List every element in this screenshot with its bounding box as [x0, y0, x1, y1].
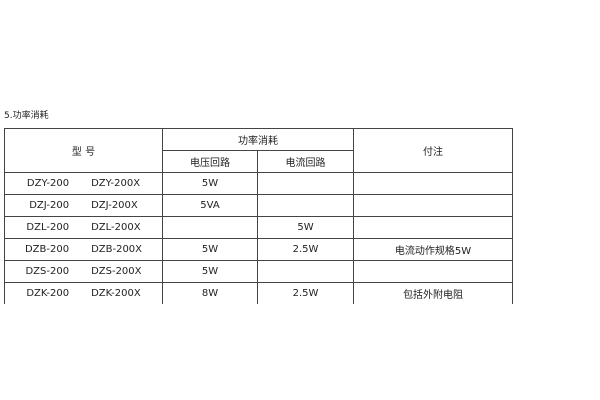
- current-cell: 5W: [257, 216, 354, 239]
- note-cell: 包括外附电阻: [353, 282, 513, 304]
- current-cell: [257, 260, 354, 283]
- note-cell: [353, 216, 513, 239]
- model-b: DZB-200X: [91, 244, 143, 255]
- note-cell: [353, 194, 513, 217]
- note-cell: 电流动作规格5W: [353, 238, 513, 261]
- table-row: DZB-200 DZB-200X 5W 2.5W 电流动作规格5W: [4, 238, 513, 261]
- model-b: DZY-200X: [91, 178, 141, 189]
- model-a: DZK-200: [26, 288, 70, 299]
- voltage-cell: 5W: [162, 238, 258, 261]
- model-a: DZL-200: [26, 222, 70, 233]
- model-a: DZS-200: [25, 266, 70, 277]
- header-model: 型 号: [4, 128, 163, 173]
- table-row: DZY-200 DZY-200X 5W: [4, 172, 513, 195]
- section-title: 5.功率消耗: [4, 111, 49, 121]
- header-current: 电流回路: [257, 150, 354, 173]
- model-a: DZJ-200: [29, 200, 70, 211]
- current-cell: [257, 172, 354, 195]
- voltage-cell: 5W: [162, 260, 258, 283]
- model-a: DZB-200: [24, 244, 70, 255]
- table-row: DZS-200 DZS-200X 5W: [4, 260, 513, 283]
- model-a: DZY-200: [26, 178, 70, 189]
- model-cell: DZY-200 DZY-200X: [4, 172, 163, 195]
- voltage-cell: 5W: [162, 172, 258, 195]
- model-cell: DZB-200 DZB-200X: [4, 238, 163, 261]
- model-b: DZK-200X: [91, 288, 141, 299]
- current-cell: [257, 194, 354, 217]
- table-row: DZK-200 DZK-200X 8W 2.5W 包括外附电阻: [4, 282, 513, 304]
- model-b: DZL-200X: [91, 222, 141, 233]
- model-cell: DZL-200 DZL-200X: [4, 216, 163, 239]
- voltage-cell: 8W: [162, 282, 258, 304]
- model-cell: DZS-200 DZS-200X: [4, 260, 163, 283]
- model-cell: DZJ-200 DZJ-200X: [4, 194, 163, 217]
- current-cell: 2.5W: [257, 282, 354, 304]
- table-row: DZL-200 DZL-200X 5W: [4, 216, 513, 239]
- header-power: 功率消耗: [162, 128, 354, 151]
- model-cell: DZK-200 DZK-200X: [4, 282, 163, 304]
- table-row: DZJ-200 DZJ-200X 5VA: [4, 194, 513, 217]
- model-b: DZS-200X: [91, 266, 142, 277]
- note-cell: [353, 172, 513, 195]
- model-b: DZJ-200X: [91, 200, 138, 211]
- voltage-cell: 5VA: [162, 194, 258, 217]
- note-cell: [353, 260, 513, 283]
- current-cell: 2.5W: [257, 238, 354, 261]
- header-voltage: 电压回路: [162, 150, 258, 173]
- power-consumption-table: 型 号 功率消耗 付注 电压回路 电流回路 DZY-200 DZY-200X 5W…: [4, 128, 513, 304]
- voltage-cell: [162, 216, 258, 239]
- header-note: 付注: [353, 128, 513, 173]
